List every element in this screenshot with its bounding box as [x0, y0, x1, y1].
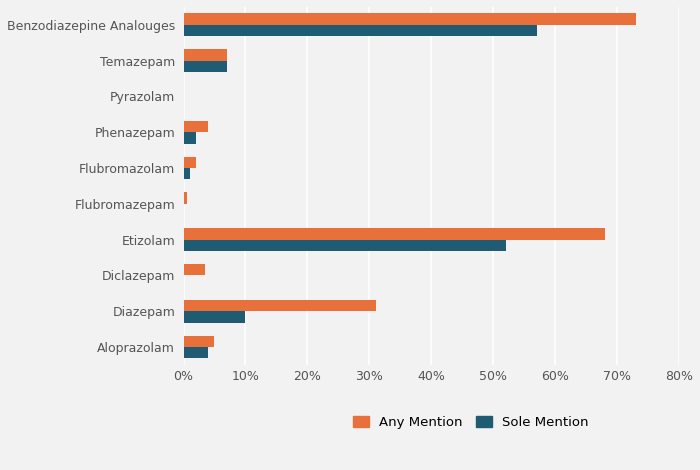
Legend: Any Mention, Sole Mention: Any Mention, Sole Mention [348, 411, 594, 434]
Bar [183, 168, 190, 180]
Bar [183, 121, 209, 132]
Bar [183, 49, 227, 61]
Bar [183, 228, 605, 240]
Bar [183, 192, 187, 204]
Bar [183, 61, 227, 72]
Bar [183, 240, 505, 251]
Bar [183, 300, 375, 311]
Bar [183, 264, 205, 275]
Bar [183, 157, 196, 168]
Bar [183, 132, 196, 144]
Bar [183, 336, 214, 347]
Bar [183, 311, 246, 322]
Bar [183, 13, 636, 25]
Bar [183, 25, 537, 36]
Bar [183, 347, 209, 359]
